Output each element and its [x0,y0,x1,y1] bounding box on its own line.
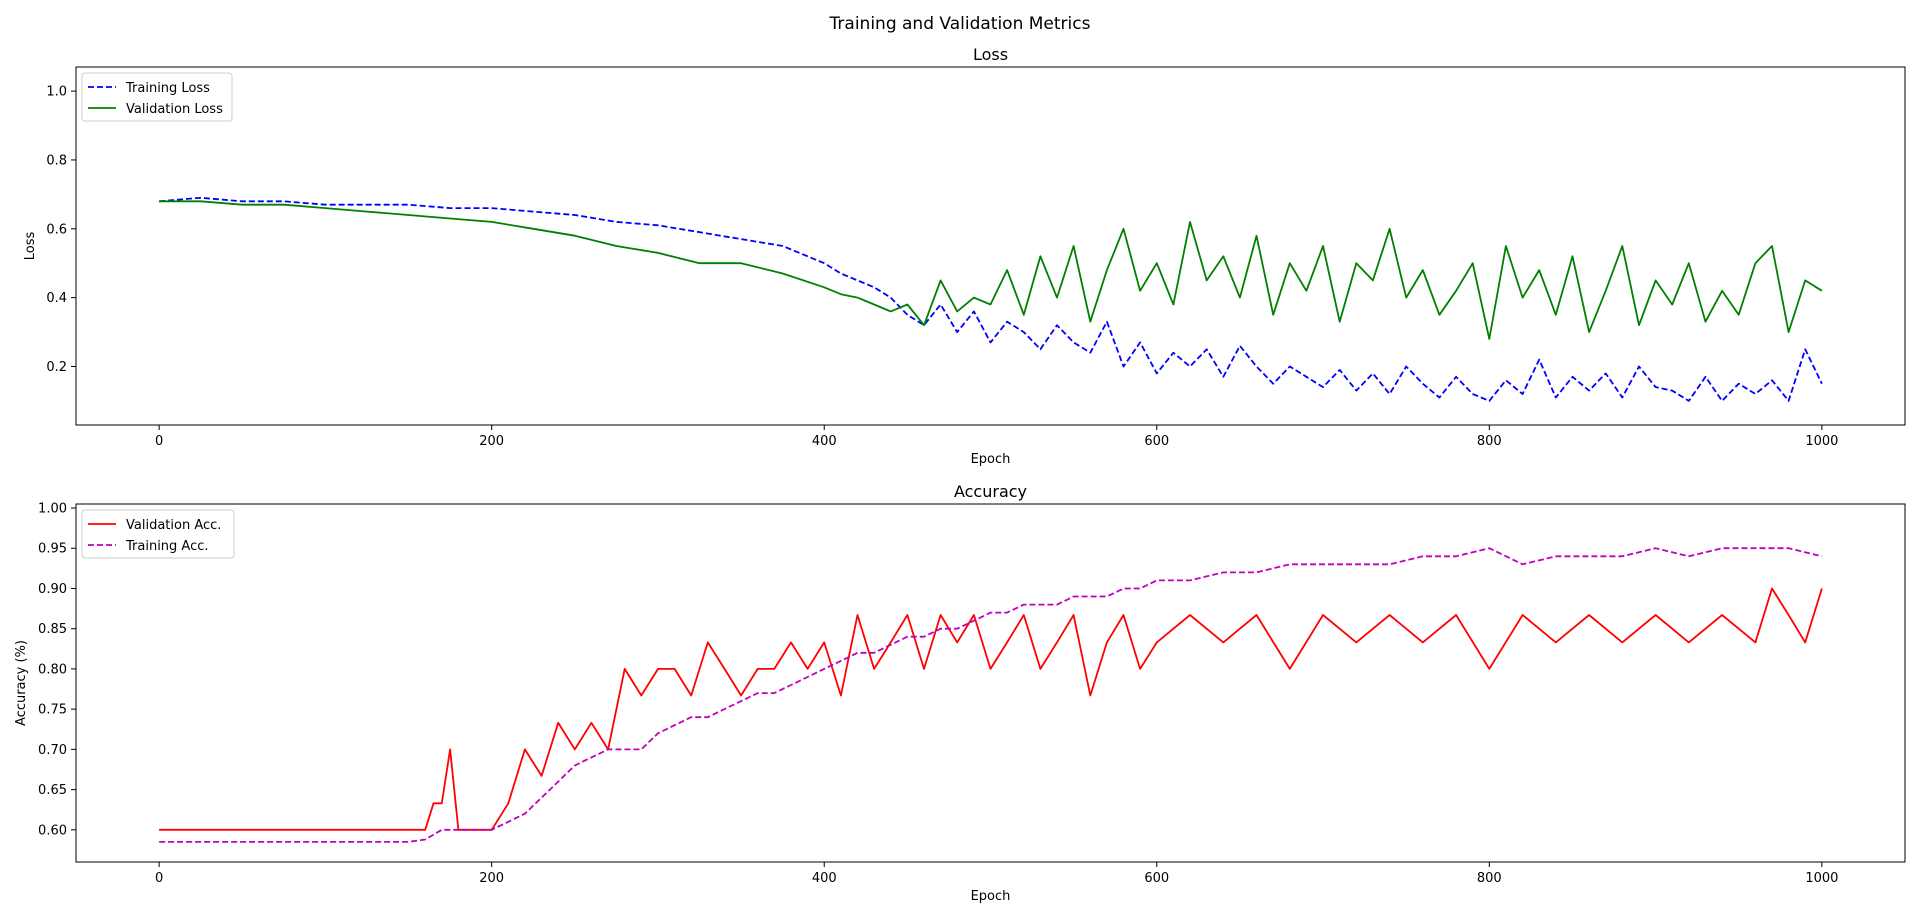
y-tick-label: 0.90 [38,582,67,597]
legend-label: Training Loss [125,81,210,96]
y-tick-label: 0.80 [38,662,67,677]
x-tick-label: 800 [1477,434,1502,449]
y-tick-label: 0.6 [46,222,67,237]
x-tick-label: 0 [155,434,163,449]
axes-frame [75,66,1906,426]
y-tick-label: 0.70 [38,743,67,758]
y-tick-label: 0.2 [46,360,67,375]
legend: Validation Acc. Training Acc. [81,509,235,559]
y-tick-label: 0.85 [38,622,67,637]
legend-label: Training Acc. [125,539,209,554]
series-line-training-acc- [159,547,1823,843]
x-axis-label: Epoch [971,889,1011,904]
y-axis-label: Accuracy (%) [14,640,29,726]
series-line-validation-acc- [159,587,1823,831]
x-tick-label: 400 [812,871,837,886]
y-axis-label: Loss [23,232,38,261]
series-line-training-loss [159,196,1823,402]
subplot-loss: 0 200 400 600 800 1000 0.2 0.4 0.6 0.8 1.0 Loss Epoc… [23,45,1906,467]
x-tick-label: 1000 [1805,871,1838,886]
subplot-title: Accuracy [954,482,1027,501]
legend: Training Loss Validation Loss [81,72,233,122]
y-tick-label: 0.65 [38,783,67,798]
subplot-title: Loss [973,45,1008,64]
subplot-accuracy: 0 200 400 600 800 1000 0.60 0.65 0.70 0.75 0.80 0.8… [14,482,1906,904]
legend-box [81,509,235,559]
y-tick-label: 0.8 [46,153,67,168]
x-tick-label: 400 [812,434,837,449]
series-line-validation-loss [159,200,1823,340]
figure-suptitle: Training and Validation Metrics [829,14,1091,34]
axes-frame [75,503,1906,863]
y-tick-label: 0.75 [38,703,67,718]
x-tick-label: 800 [1477,871,1502,886]
legend-label: Validation Acc. [126,518,221,533]
legend-box [81,72,233,122]
x-axis-label: Epoch [971,452,1011,467]
y-tick-label: 0.95 [38,542,67,557]
y-tick-label: 1.00 [38,502,67,517]
x-tick-label: 600 [1144,871,1169,886]
x-tick-label: 200 [479,434,504,449]
x-tick-label: 1000 [1805,434,1838,449]
y-tick-label: 0.4 [46,291,67,306]
x-tick-label: 0 [155,871,163,886]
x-tick-label: 600 [1144,434,1169,449]
legend-label: Validation Loss [126,102,223,117]
x-tick-label: 200 [479,871,504,886]
y-tick-label: 0.60 [38,823,67,838]
y-tick-label: 1.0 [46,85,67,100]
